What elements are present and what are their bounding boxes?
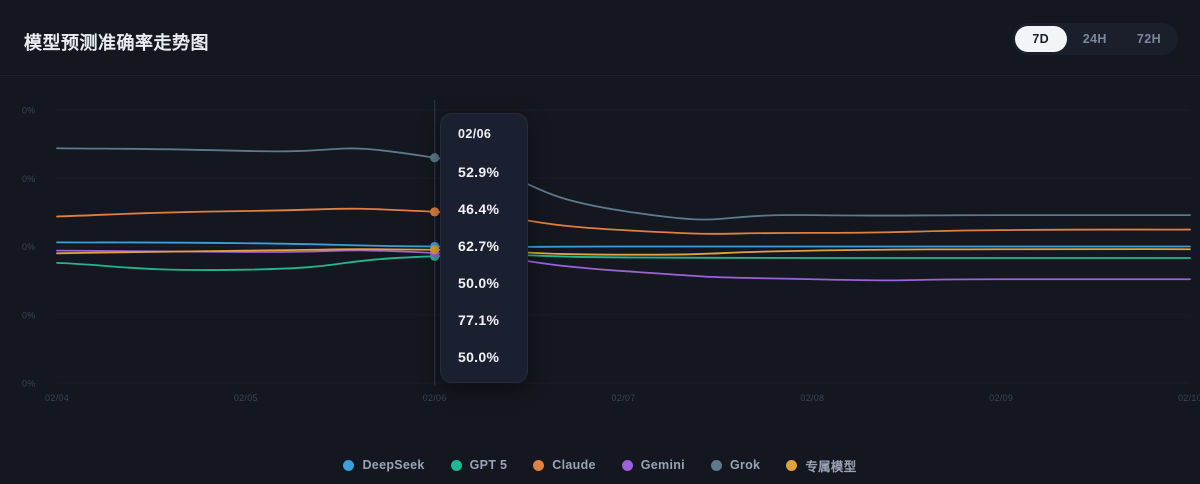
legend-color-dot-icon xyxy=(710,459,722,471)
tooltip-value: 52.9% xyxy=(458,164,500,180)
x-axis-tick-label: 02/08 xyxy=(800,393,824,403)
tooltip-value: 77.1% xyxy=(458,312,500,328)
x-axis-tick-labels: 02/04 02/05 02/06 02/07 02/08 02/09 02/10 xyxy=(45,393,1200,403)
series-line-grok xyxy=(56,147,1191,221)
x-axis-tick-label: 02/07 xyxy=(611,393,635,403)
y-axis-tick-label: 0% xyxy=(22,242,36,252)
y-axis-tick-label: 0% xyxy=(22,174,36,184)
tooltip-value-rows: 52.9% 46.4% 62.7% 50.0% 77.1% 50.0% xyxy=(441,154,527,376)
legend-item-custom-model[interactable]: 专属模型 xyxy=(786,456,856,475)
y-axis-tick-labels: 0% 0% 0% 0% 0% xyxy=(22,106,36,389)
y-axis-tick-label: 0% xyxy=(22,106,36,116)
series-line-专属模型 xyxy=(56,248,1191,256)
x-axis-tick-label: 02/06 xyxy=(423,393,447,403)
data-point-marker-claude[interactable] xyxy=(430,207,440,217)
legend-item-gpt5[interactable]: GPT 5 xyxy=(450,458,508,472)
tooltip-value: 46.4% xyxy=(458,201,500,217)
legend-item-claude[interactable]: Claude xyxy=(533,458,595,472)
legend-item-deepseek[interactable]: DeepSeek xyxy=(343,458,424,472)
x-axis-tick-label: 02/10 xyxy=(1178,393,1200,403)
chart-tooltip: 02/06 52.9% 46.4% 62.7% 50.0% 77.1% 50.0… xyxy=(440,113,528,383)
legend-label: 专属模型 xyxy=(805,459,857,474)
series-line-deepseek xyxy=(56,241,1191,248)
trend-line-chart: 0%0%0%0%0% 02/04 02/05 02/06 02/07 02/08 02/0… xyxy=(22,100,1200,403)
range-button-7d[interactable]: 7D xyxy=(1014,26,1067,52)
x-axis-tick-label: 02/04 xyxy=(45,393,69,403)
y-axis-tick-label: 0% xyxy=(22,310,36,320)
series-line-gemini xyxy=(56,249,1191,282)
range-button-72h[interactable]: 72H xyxy=(1123,26,1175,52)
data-point-marker-grok[interactable] xyxy=(430,153,440,163)
legend-item-gemini[interactable]: Gemini xyxy=(621,458,685,472)
legend-label: DeepSeek xyxy=(362,458,425,472)
page-title: 模型预测准确率走势图 xyxy=(24,33,209,53)
tooltip-value: 62.7% xyxy=(458,238,500,254)
chart-plot-area[interactable]: 0% 0% 0% 0% 0% 02/04 02/05 02/06 02/07 02/08 02/0… xyxy=(0,76,1200,406)
legend-color-dot-icon xyxy=(343,459,355,471)
time-range-switch[interactable]: 7D 24H 72H xyxy=(1011,23,1178,55)
legend-color-dot-icon xyxy=(786,459,798,471)
legend-label: Gemini xyxy=(640,458,685,472)
y-axis-tick-label: 0% xyxy=(22,379,36,389)
legend-color-dot-icon xyxy=(450,459,462,471)
legend-color-dot-icon xyxy=(533,459,545,471)
series-line-gpt-5 xyxy=(56,253,1191,271)
legend-color-dot-icon xyxy=(621,459,633,471)
chart-legend: DeepSeek GPT 5 Claude Gemini Grok 专属模型 xyxy=(0,448,1200,482)
legend-item-grok[interactable]: Grok xyxy=(710,458,761,472)
tooltip-value: 50.0% xyxy=(458,275,500,291)
x-axis-tick-label: 02/05 xyxy=(234,393,258,403)
legend-label: GPT 5 xyxy=(469,458,508,472)
card-header: 模型预测准确率走势图 7D 24H 72H xyxy=(0,0,1200,76)
x-axis-tick-label: 02/09 xyxy=(989,393,1013,403)
series-line-claude xyxy=(56,207,1191,235)
data-point-marker-专属模型[interactable] xyxy=(430,245,440,255)
series-lines-group xyxy=(56,147,1191,282)
legend-label: Claude xyxy=(552,458,596,472)
range-button-24h[interactable]: 24H xyxy=(1069,26,1121,52)
legend-label: Grok xyxy=(729,458,761,472)
tooltip-value: 50.0% xyxy=(458,349,500,365)
tooltip-date: 02/06 xyxy=(458,127,492,141)
